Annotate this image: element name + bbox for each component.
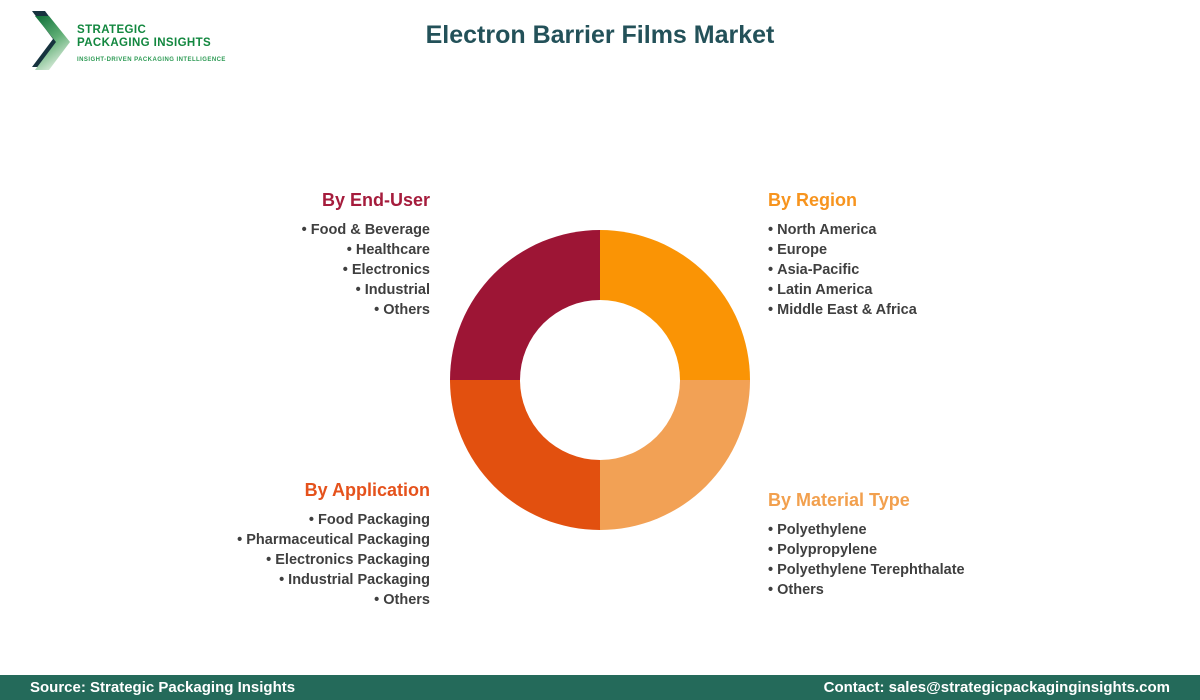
list-item: Latin America: [768, 280, 917, 300]
list-item: North America: [768, 220, 917, 240]
section-by-region: By Region North America Europe Asia-Paci…: [768, 190, 917, 320]
list-item: Healthcare: [302, 240, 430, 260]
footer-bar: Source: Strategic Packaging Insights Con…: [0, 675, 1200, 700]
logo: STRATEGIC PACKAGING INSIGHTS INSIGHT-DRI…: [30, 9, 226, 73]
list-item: Others: [768, 580, 965, 600]
list-item: Asia-Pacific: [768, 260, 917, 280]
logo-name-line1: STRATEGIC: [77, 24, 147, 36]
donut-chart: [450, 230, 750, 530]
section-by-material-type: By Material Type Polyethylene Polypropyl…: [768, 490, 965, 600]
list-item: Polyethylene Terephthalate: [768, 560, 964, 580]
list-item: Food Packaging: [237, 510, 430, 530]
end-user-list: Food & Beverage Healthcare Electronics I…: [302, 220, 430, 320]
material-type-list: Polyethylene Polypropylene Polyethylene …: [768, 520, 965, 600]
application-list: Food Packaging Pharmaceutical Packaging …: [237, 510, 430, 610]
section-heading-end-user: By End-User: [321, 190, 430, 210]
list-item: Industrial: [302, 280, 430, 300]
list-item: Polyethylene: [768, 520, 965, 540]
section-heading-material-type: By Material Type: [768, 490, 910, 510]
section-heading-region: By Region: [768, 190, 858, 210]
footer-source: Source: Strategic Packaging Insights: [30, 679, 296, 696]
list-item: Others: [302, 300, 430, 320]
logo-name-line2: PACKAGING INSIGHTS: [77, 37, 212, 49]
donut-hole: [520, 300, 680, 460]
logo-chevron-icon: [32, 11, 70, 70]
logo-text: STRATEGIC PACKAGING INSIGHTS INSIGHT-DRI…: [77, 9, 226, 63]
list-item: Electronics: [302, 260, 430, 280]
list-item: Pharmaceutical Packaging: [237, 530, 430, 550]
page-title: Electron Barrier Films Market: [425, 21, 775, 49]
list-item: Others: [237, 590, 430, 610]
list-item: Europe: [768, 240, 917, 260]
list-item: Polypropylene: [768, 540, 965, 560]
region-list: North America Europe Asia-Pacific Latin …: [768, 220, 917, 320]
footer-contact: Contact: sales@strategicpackaginginsight…: [823, 679, 1170, 696]
section-by-application: By Application Food Packaging Pharmaceut…: [237, 480, 430, 610]
list-item: Electronics Packaging: [237, 550, 430, 570]
section-heading-application: By Application: [304, 480, 430, 500]
list-item: Industrial Packaging: [237, 570, 430, 590]
logo-tagline: INSIGHT-DRIVEN PACKAGING INTELLIGENCE: [77, 57, 226, 63]
section-by-end-user: By End-User Food & Beverage Healthcare E…: [302, 190, 430, 320]
list-item: Food & Beverage: [302, 220, 430, 240]
list-item: Middle East & Africa: [768, 300, 917, 320]
